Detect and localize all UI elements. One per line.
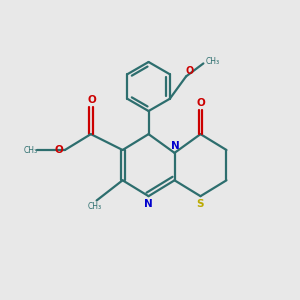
Text: CH₃: CH₃ [206, 58, 220, 67]
Text: O: O [185, 66, 194, 76]
Text: O: O [197, 98, 206, 108]
Text: N: N [144, 199, 152, 209]
Text: N: N [171, 141, 179, 151]
Text: CH₃: CH₃ [88, 202, 102, 211]
Text: O: O [54, 145, 63, 155]
Text: O: O [87, 95, 96, 105]
Text: CH₃: CH₃ [24, 146, 38, 154]
Text: S: S [197, 199, 204, 209]
